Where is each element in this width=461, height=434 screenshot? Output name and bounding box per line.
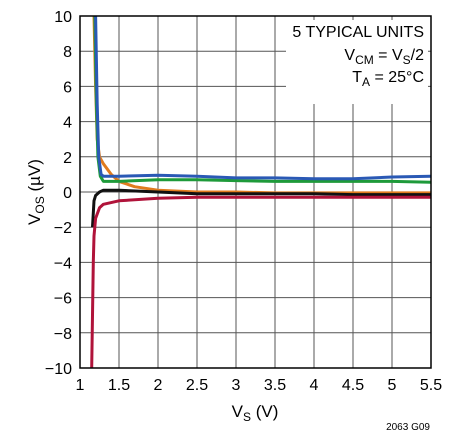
y-tick-label: −4	[54, 255, 72, 272]
series-line-5	[90, 195, 431, 369]
y-tick-label: −6	[54, 291, 72, 308]
x-tick-label: 5	[388, 377, 397, 394]
y-tick-label: 8	[63, 44, 72, 61]
x-tick-label: 3.5	[264, 377, 286, 394]
x-tick-labels: 1 1.5 2 2.5 3 3.5 4 4.5 5 5.5	[76, 377, 443, 394]
x-tick-label: 5.5	[420, 377, 442, 394]
annotation-line-1: 5 TYPICAL UNITS	[292, 24, 424, 41]
y-tick-label: 0	[63, 185, 72, 202]
y-axis-label: VOS (µV)	[25, 159, 47, 225]
x-tick-label: 1	[76, 377, 85, 394]
series-line-4	[91, 188, 431, 228]
y-tick-label: 6	[63, 79, 72, 96]
y-tick-label: 4	[63, 115, 72, 132]
y-tick-label: 10	[54, 9, 72, 26]
x-tick-label: 3	[232, 377, 241, 394]
x-tick-label: 2.5	[186, 377, 208, 394]
annotation-line-2: VCM = VS/2	[344, 47, 424, 67]
annotation-line-3: TA = 25°C	[352, 69, 424, 89]
plot-frame	[79, 15, 432, 369]
x-tick-label: 4.5	[342, 377, 364, 394]
x-tick-label: 1.5	[108, 377, 130, 394]
figure-code: 2063 G09	[386, 422, 430, 433]
series-group	[90, 15, 432, 369]
x-tick-label: 4	[310, 377, 319, 394]
y-tick-label: −10	[45, 361, 72, 378]
y-tick-label: −2	[54, 220, 72, 237]
x-axis-label: VS (V)	[232, 402, 279, 424]
annotation-background	[286, 20, 428, 104]
series-line-3	[94, 15, 432, 181]
x-tick-label: 2	[154, 377, 163, 394]
y-tick-label: 2	[63, 150, 72, 167]
y-tick-label: −8	[54, 326, 72, 343]
y-tick-labels: 10 8 6 4 2 0 −2 −4 −6 −8 −10	[45, 9, 72, 378]
